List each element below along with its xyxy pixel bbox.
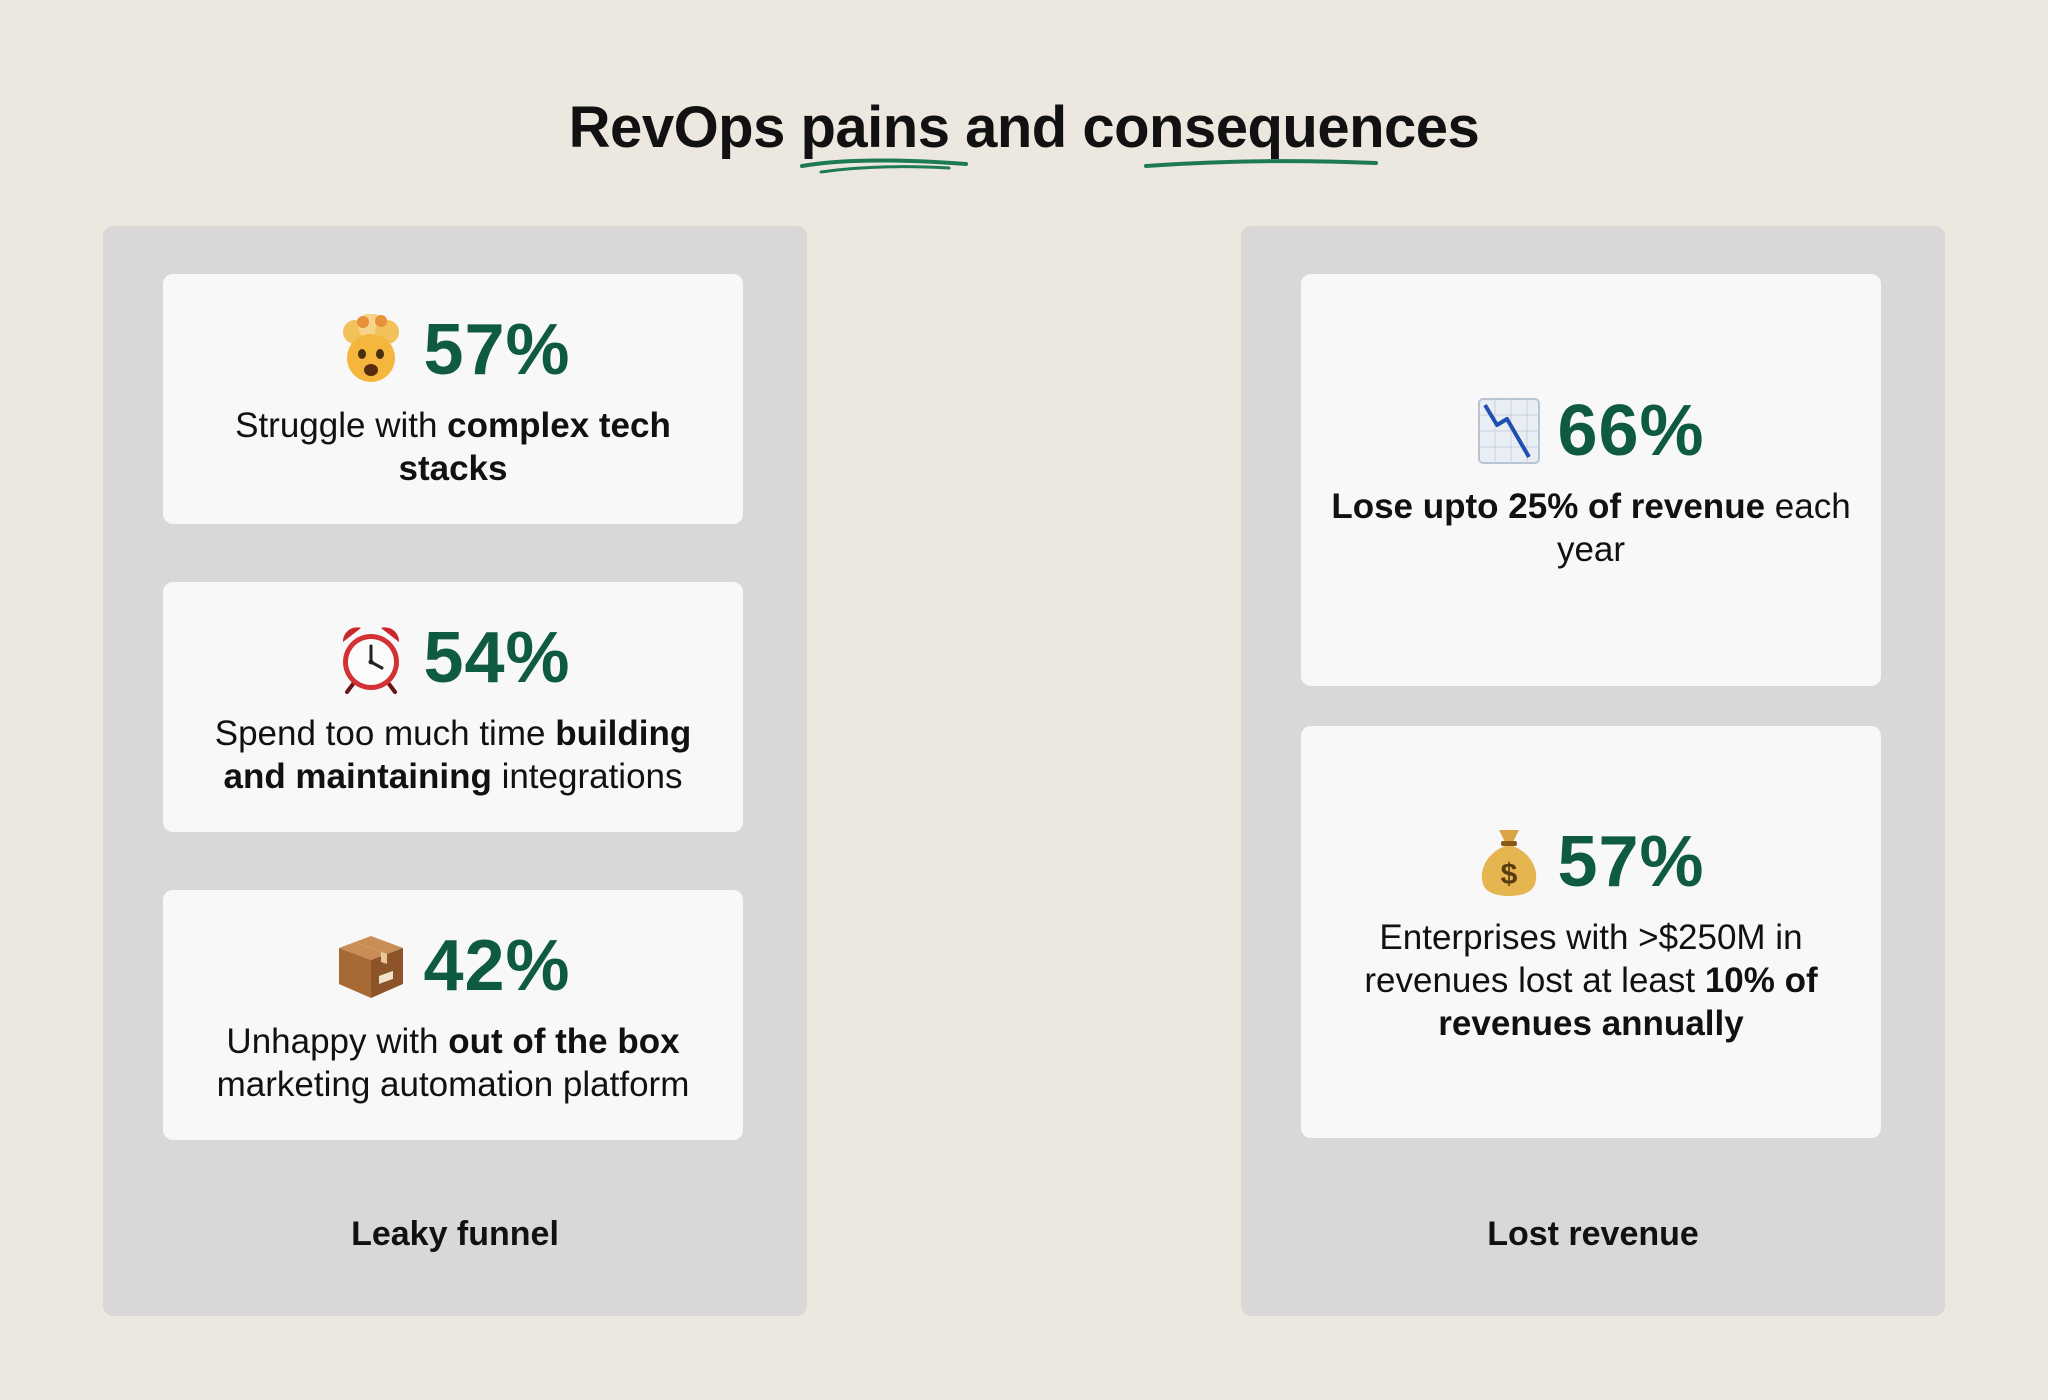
page-title: RevOps pains and consequences xyxy=(0,92,2048,174)
money-bag-icon: $ xyxy=(1477,826,1541,898)
consequences-underline xyxy=(1144,159,1379,168)
stat-card-enterprise-loss: $ 57% Enterprises with >$250M in revenue… xyxy=(1301,726,1881,1138)
stat-percent: 54% xyxy=(423,618,571,698)
title-word-pains: pains xyxy=(799,92,968,174)
stat-description: Enterprises with >$250M in revenues lost… xyxy=(1364,917,1818,1043)
title-word-revops: RevOps xyxy=(568,95,786,160)
chart-decreasing-icon xyxy=(1477,395,1541,467)
stat-description: Spend too much time building and maintai… xyxy=(214,714,692,796)
title-word-consequences: consequences xyxy=(1082,92,1480,168)
stat-description: Unhappy with out of the box marketing au… xyxy=(216,1022,690,1104)
stat-percent: 66% xyxy=(1557,391,1705,471)
stat-card-tech-stacks: 57% Struggle with complex tech stacks xyxy=(163,274,743,524)
stat-card-revenue-loss: 66% Lose upto 25% of revenue each year xyxy=(1301,274,1881,686)
stat-percent: 57% xyxy=(1557,821,1705,902)
title-word-and: and xyxy=(965,95,1067,160)
panel-label: Leaky funnel xyxy=(351,1215,559,1253)
package-box-icon xyxy=(335,930,407,1002)
svg-text:$: $ xyxy=(1501,858,1518,891)
pains-underline xyxy=(799,158,968,174)
lost-revenue-panel: 66% Lose upto 25% of revenue each year $… xyxy=(1241,226,1945,1316)
stat-card-integrations: 54% Spend too much time building and mai… xyxy=(163,582,743,832)
stat-description: Lose upto 25% of revenue each year xyxy=(1331,487,1851,569)
stat-description: Struggle with complex tech stacks xyxy=(235,406,671,488)
stat-card-marketing-automation: 42% Unhappy with out of the box marketin… xyxy=(163,890,743,1140)
panel-label: Lost revenue xyxy=(1487,1215,1699,1253)
stat-percent: 42% xyxy=(423,926,571,1006)
exploding-head-icon xyxy=(335,314,407,386)
leaky-funnel-panel: 57% Struggle with complex tech stacks 54… xyxy=(103,226,807,1316)
stat-percent: 57% xyxy=(423,310,571,390)
alarm-clock-icon xyxy=(335,622,407,694)
